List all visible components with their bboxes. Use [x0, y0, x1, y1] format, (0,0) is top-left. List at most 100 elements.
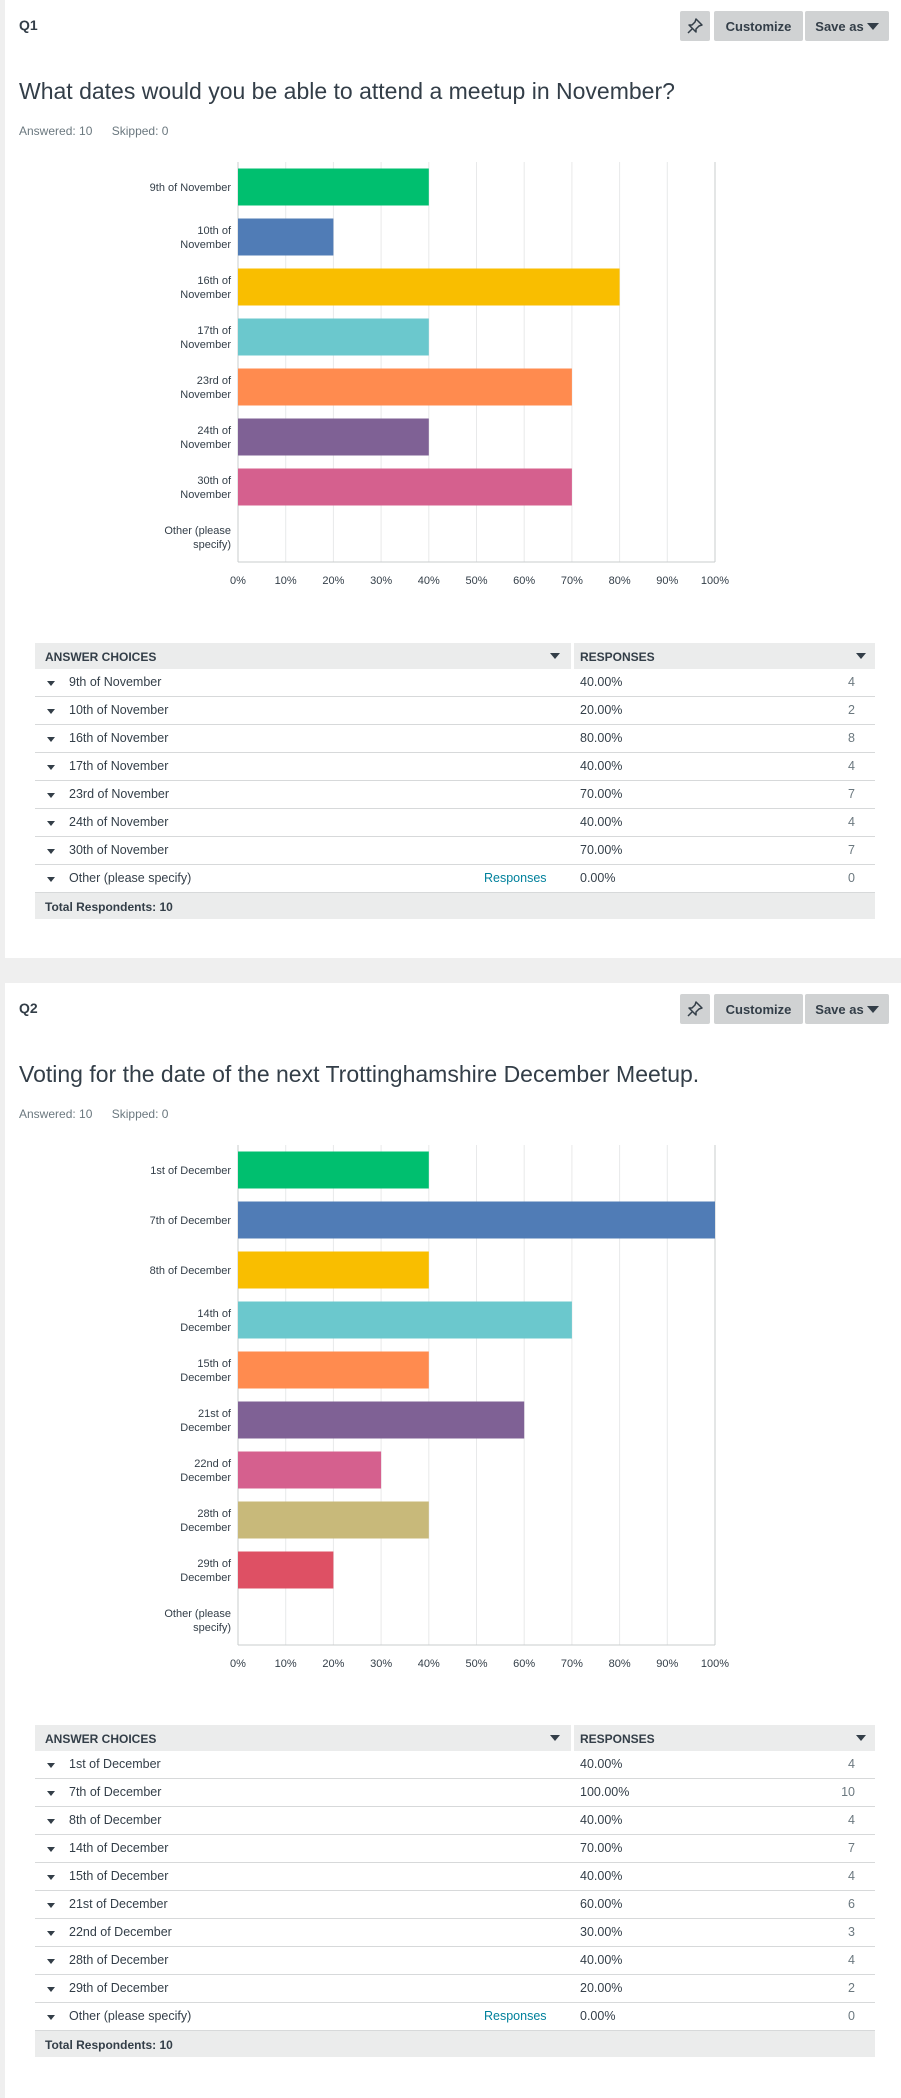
table-row: 15th of December 40.00% 4: [35, 1863, 875, 1891]
bar[interactable]: [238, 218, 334, 256]
expand-caret-icon[interactable]: [47, 793, 55, 798]
category-label: December: [180, 1572, 231, 1584]
skipped-count: Skipped: 0: [111, 124, 169, 138]
expand-caret-icon[interactable]: [47, 2015, 55, 2020]
answered-summary: Answered: 10 Skipped: 0: [19, 124, 184, 138]
x-tick-label: 40%: [418, 1658, 440, 1670]
bar[interactable]: [238, 1301, 572, 1339]
save-as-button[interactable]: Save as: [805, 994, 889, 1024]
expand-caret-icon[interactable]: [47, 821, 55, 826]
category-label: 30th of: [197, 475, 232, 487]
table-row: 21st of December 60.00% 6: [35, 1891, 875, 1919]
bar[interactable]: [238, 368, 572, 406]
bar[interactable]: [238, 1201, 715, 1239]
column-divider: [571, 1725, 574, 1751]
expand-caret-icon[interactable]: [47, 1931, 55, 1936]
table-row: 7th of December 100.00% 10: [35, 1779, 875, 1807]
save-as-button[interactable]: Save as: [805, 11, 889, 41]
answer-table: ANSWER CHOICES RESPONSES 1st of December 40…: [35, 1725, 875, 2057]
category-label: December: [180, 1522, 231, 1534]
table-row: 1st of December 40.00% 4: [35, 1751, 875, 1779]
response-count: 10: [841, 1785, 855, 1799]
table-footer: Total Respondents: 10: [35, 2031, 875, 2057]
expand-caret-icon[interactable]: [47, 1903, 55, 1908]
expand-caret-icon[interactable]: [47, 737, 55, 742]
x-tick-label: 50%: [465, 1658, 487, 1670]
table-row: 28th of December 40.00% 4: [35, 1947, 875, 1975]
bar[interactable]: [238, 418, 429, 456]
question-number: Q1: [19, 17, 38, 33]
answer-choice-label: 7th of December: [69, 1785, 162, 1799]
category-label: 8th of December: [150, 1265, 232, 1277]
answer-choice-label: 17th of November: [69, 759, 169, 773]
answered-count: Answered: 10: [19, 1107, 93, 1121]
x-tick-label: 10%: [275, 575, 297, 587]
answered-summary: Answered: 10 Skipped: 0: [19, 1107, 184, 1121]
responses-link[interactable]: Responses: [484, 871, 547, 885]
response-count: 7: [848, 1841, 855, 1855]
sort-caret-icon[interactable]: [550, 653, 560, 659]
sort-caret-icon[interactable]: [856, 1735, 866, 1741]
category-label: November: [180, 289, 231, 301]
expand-caret-icon[interactable]: [47, 849, 55, 854]
answer-choice-label: 24th of November: [69, 815, 169, 829]
bar[interactable]: [238, 1501, 429, 1539]
bar[interactable]: [238, 1451, 382, 1489]
bar[interactable]: [238, 168, 429, 206]
table-header: ANSWER CHOICES RESPONSES: [35, 643, 875, 669]
bar[interactable]: [238, 1351, 429, 1389]
category-label: 15th of: [197, 1358, 232, 1370]
expand-caret-icon[interactable]: [47, 1875, 55, 1880]
response-percent: 60.00%: [580, 1897, 623, 1911]
category-label: Other (please: [164, 1608, 231, 1620]
sort-caret-icon[interactable]: [856, 653, 866, 659]
x-tick-label: 20%: [322, 1658, 344, 1670]
expand-caret-icon[interactable]: [47, 709, 55, 714]
response-percent: 40.00%: [580, 1813, 623, 1827]
caret-down-icon: [866, 22, 879, 30]
response-percent: 0.00%: [580, 871, 616, 885]
response-percent: 0.00%: [580, 2009, 616, 2023]
response-percent: 40.00%: [580, 815, 623, 829]
caret-down-icon: [866, 1005, 879, 1013]
question-title: Voting for the date of the next Trotting…: [19, 1061, 700, 1087]
pin-icon: [687, 1001, 703, 1017]
table-row: 10th of November 20.00% 2: [35, 697, 875, 725]
responses-link[interactable]: Responses: [484, 2009, 547, 2023]
customize-button[interactable]: Customize: [714, 11, 803, 41]
bar[interactable]: [238, 268, 620, 306]
bar[interactable]: [238, 1551, 334, 1589]
pin-button[interactable]: [680, 994, 710, 1024]
expand-caret-icon[interactable]: [47, 1959, 55, 1964]
answer-choice-label: 21st of December: [69, 1897, 168, 1911]
sort-caret-icon[interactable]: [550, 1735, 560, 1741]
expand-caret-icon[interactable]: [47, 1763, 55, 1768]
x-tick-label: 80%: [609, 575, 631, 587]
expand-caret-icon[interactable]: [47, 1819, 55, 1824]
expand-caret-icon[interactable]: [47, 1791, 55, 1796]
category-label: 29th of: [197, 1558, 232, 1570]
question-card-q1: Q1 Customize Save as What dates would yo…: [5, 0, 901, 958]
response-count: 2: [848, 1981, 855, 1995]
response-percent: 80.00%: [580, 731, 623, 745]
expand-caret-icon[interactable]: [47, 877, 55, 882]
answer-choice-label: 30th of November: [69, 843, 169, 857]
response-percent: 20.00%: [580, 1981, 623, 1995]
table-footer: Total Respondents: 10: [35, 893, 875, 919]
customize-button[interactable]: Customize: [714, 994, 803, 1024]
pin-button[interactable]: [680, 11, 710, 41]
answer-choice-label: 15th of December: [69, 1869, 169, 1883]
bar[interactable]: [238, 468, 572, 506]
answered-count: Answered: 10: [19, 124, 93, 138]
pin-icon: [687, 18, 703, 34]
bar[interactable]: [238, 1151, 429, 1189]
bar[interactable]: [238, 318, 429, 356]
bar[interactable]: [238, 1401, 525, 1439]
bar[interactable]: [238, 1251, 429, 1289]
question-number: Q2: [19, 1000, 38, 1016]
expand-caret-icon[interactable]: [47, 1847, 55, 1852]
expand-caret-icon[interactable]: [47, 681, 55, 686]
expand-caret-icon[interactable]: [47, 765, 55, 770]
expand-caret-icon[interactable]: [47, 1987, 55, 1992]
bar-chart: 9th of November 10th of November 16th of Nov…: [150, 162, 729, 587]
